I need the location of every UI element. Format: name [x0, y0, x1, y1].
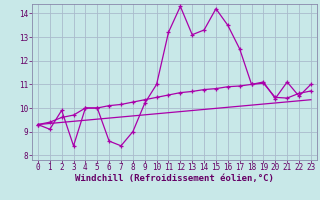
X-axis label: Windchill (Refroidissement éolien,°C): Windchill (Refroidissement éolien,°C) [75, 174, 274, 183]
